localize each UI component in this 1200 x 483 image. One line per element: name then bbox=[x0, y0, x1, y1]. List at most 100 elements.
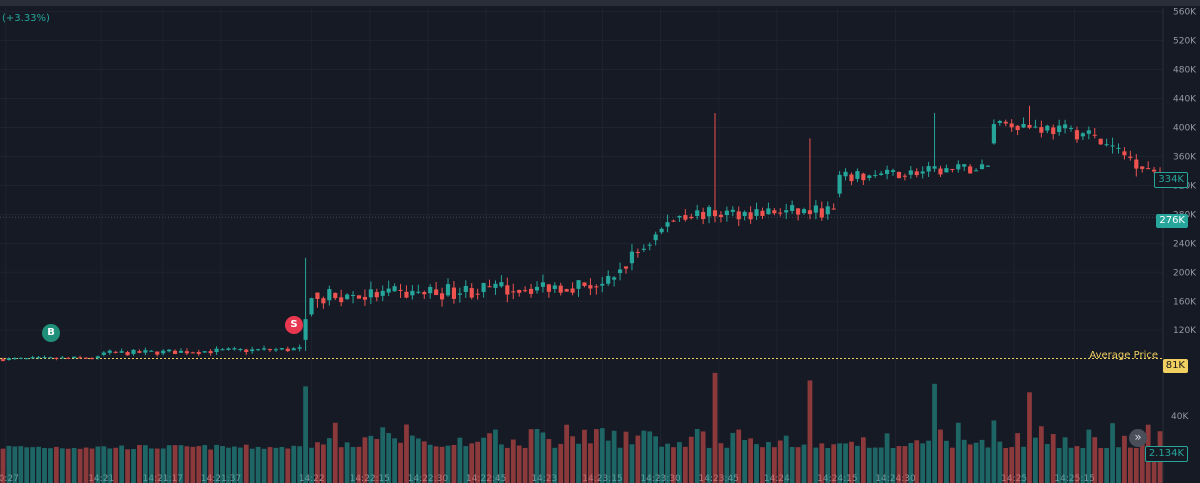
candle-body bbox=[730, 209, 735, 212]
volume-bar bbox=[653, 436, 659, 483]
candle-body bbox=[428, 286, 433, 294]
candle-body bbox=[131, 349, 136, 354]
price-tick-label: 200K bbox=[1173, 268, 1197, 278]
volume-bar bbox=[154, 448, 160, 483]
candle-body bbox=[78, 357, 83, 359]
volume-bar bbox=[89, 448, 95, 483]
candle-body bbox=[1051, 127, 1056, 135]
candle-body bbox=[956, 164, 961, 170]
double-chevron-right-icon[interactable]: » bbox=[1129, 429, 1147, 447]
candle-body bbox=[161, 350, 166, 354]
volume-bar bbox=[766, 441, 771, 483]
candle-body bbox=[434, 289, 439, 296]
candle-body bbox=[1033, 126, 1038, 128]
volume-bar bbox=[190, 446, 196, 483]
volume-bar bbox=[582, 429, 587, 483]
candle-body bbox=[1039, 127, 1044, 133]
candle-body bbox=[742, 211, 747, 217]
volume-bar bbox=[682, 446, 688, 483]
candle-body bbox=[890, 170, 896, 172]
candle-body bbox=[997, 120, 1002, 123]
candle-body bbox=[511, 291, 516, 293]
volume-bar bbox=[309, 447, 314, 483]
volume-bar bbox=[410, 435, 415, 483]
volume-bar bbox=[860, 437, 866, 483]
candle-body bbox=[220, 349, 225, 351]
volume-bar bbox=[1038, 426, 1044, 483]
volume-bar bbox=[148, 448, 154, 483]
candle-body bbox=[404, 291, 409, 298]
volume-bar bbox=[712, 372, 718, 483]
volume-bar bbox=[593, 429, 599, 483]
volume-bar bbox=[730, 432, 736, 483]
volume-bar bbox=[1080, 447, 1086, 483]
candle-body bbox=[885, 169, 890, 175]
candle-body bbox=[902, 175, 907, 177]
volume-bar bbox=[499, 444, 504, 483]
candle-body bbox=[439, 293, 445, 300]
volume-bar bbox=[1044, 444, 1050, 483]
volume-bar bbox=[137, 445, 142, 483]
volume-bar bbox=[540, 432, 546, 483]
buy-marker[interactable]: B bbox=[42, 324, 60, 342]
volume-bar bbox=[843, 443, 848, 483]
candle-body bbox=[422, 292, 427, 295]
volume-bar bbox=[0, 448, 6, 483]
candle-body bbox=[879, 173, 884, 175]
volume-bar bbox=[878, 447, 884, 483]
candle-body bbox=[914, 171, 919, 176]
volume-bar bbox=[688, 436, 694, 483]
candle-body bbox=[1080, 133, 1085, 137]
volume-bar bbox=[754, 444, 759, 483]
volume-bar bbox=[285, 448, 291, 483]
volume-bar bbox=[493, 429, 498, 483]
volume-bar bbox=[237, 447, 243, 483]
candle-body bbox=[499, 282, 504, 287]
volume-bar bbox=[18, 446, 24, 483]
candle-body bbox=[1009, 123, 1014, 128]
volume-bar bbox=[884, 433, 890, 483]
candle-body bbox=[18, 357, 23, 359]
volume-bar bbox=[1098, 447, 1104, 483]
candle-body bbox=[944, 168, 949, 173]
candle-body bbox=[629, 251, 635, 264]
candle-body bbox=[974, 170, 979, 172]
volume-bar bbox=[504, 447, 510, 483]
candle-body bbox=[451, 287, 457, 299]
candle-body bbox=[517, 289, 522, 293]
volume-bar bbox=[53, 446, 59, 483]
candle-body bbox=[796, 208, 801, 215]
volume-bar bbox=[101, 446, 107, 483]
volume-bar bbox=[748, 438, 753, 483]
time-tick-label: 14:24 bbox=[764, 474, 790, 483]
volume-bar bbox=[671, 447, 676, 483]
candle-body bbox=[784, 210, 789, 213]
volume-bar bbox=[736, 429, 742, 483]
candle-body bbox=[701, 212, 706, 220]
volume-bar bbox=[196, 446, 202, 483]
volume-bar bbox=[1062, 437, 1068, 483]
sell-marker[interactable]: S bbox=[285, 316, 303, 334]
volume-bar bbox=[119, 445, 125, 483]
candle-body bbox=[528, 288, 534, 294]
candle-body bbox=[594, 286, 599, 288]
volume-bar bbox=[979, 439, 985, 483]
volume-bar bbox=[160, 448, 166, 483]
volume-bar bbox=[332, 422, 338, 483]
volume-bar bbox=[647, 431, 653, 483]
volume-bar bbox=[872, 447, 878, 483]
candle-body bbox=[1015, 125, 1020, 131]
volume-bar bbox=[694, 428, 700, 483]
candle-body bbox=[754, 209, 759, 216]
volume-bar bbox=[961, 439, 967, 483]
average-price-badge: 81K bbox=[1162, 359, 1188, 373]
volume-bar bbox=[528, 429, 534, 483]
candle-body bbox=[303, 319, 308, 340]
price-tick-label: 440K bbox=[1173, 95, 1197, 105]
volume-bar bbox=[1009, 447, 1015, 483]
price-tick-label: 240K bbox=[1173, 239, 1197, 249]
candle-body bbox=[671, 220, 676, 222]
candle-body bbox=[855, 171, 860, 179]
